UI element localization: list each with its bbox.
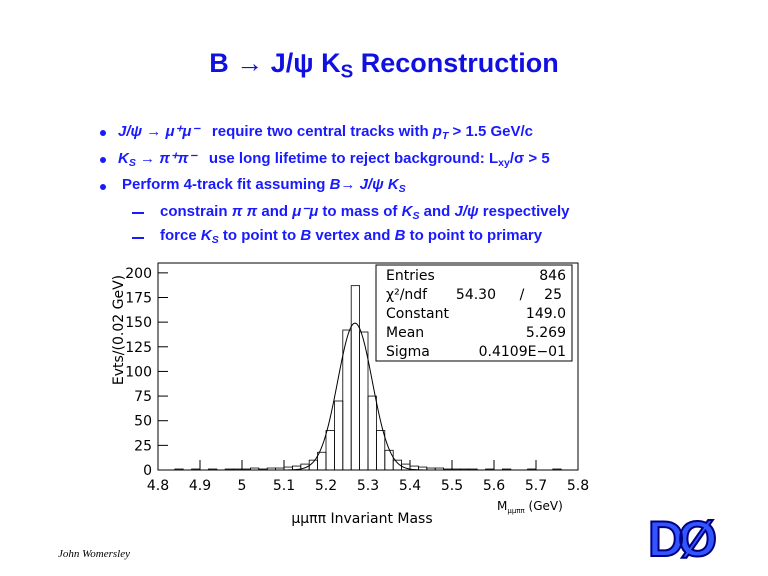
histogram-bar <box>350 285 361 471</box>
stats-value: 846 <box>539 268 566 284</box>
y-tick-label: 175 <box>125 291 152 307</box>
x-tick-label: 5.4 <box>399 478 421 494</box>
y-tick-label: 75 <box>134 389 152 405</box>
y-tick-label: 50 <box>134 414 152 430</box>
x-tick-label: 5.1 <box>273 478 295 494</box>
y-tick-label: 150 <box>125 315 152 331</box>
stats-separator: / <box>520 287 525 303</box>
histogram-bar <box>317 451 327 471</box>
y-tick-label: 0 <box>143 463 152 479</box>
histogram-bar <box>333 400 344 471</box>
histogram-bar <box>375 430 386 471</box>
stats-box <box>375 264 573 362</box>
bullet-dot <box>100 184 106 190</box>
logo: DØ <box>647 510 718 568</box>
stats-label: Mean <box>386 325 424 341</box>
y-tick-label: 125 <box>125 340 152 356</box>
chart-caption: μμππ Invariant Mass <box>291 511 432 527</box>
fit-curve <box>158 322 578 471</box>
stats-label: χ²/ndf <box>386 287 428 303</box>
stats-label: Sigma <box>386 344 430 360</box>
x-tick-label: 5.8 <box>567 478 589 494</box>
stats-label: Constant <box>386 306 449 322</box>
stats-value: 54.30 <box>456 287 496 303</box>
y-tick-label: 200 <box>125 266 152 282</box>
sub-bullet: force KS to point to B vertex and B to p… <box>160 227 543 247</box>
histogram-bar <box>367 395 377 471</box>
histogram-bar <box>384 449 394 471</box>
histogram-bar <box>325 430 335 471</box>
stats-value: 25 <box>544 287 562 303</box>
stats-label: Entries <box>386 268 435 284</box>
stats-value: 5.269 <box>526 325 566 341</box>
sub-bullet: constrain π π and μ⁻μ to mass of KS and … <box>160 203 570 223</box>
x-tick-label: 5.6 <box>483 478 505 494</box>
x-tick-label: 5.2 <box>315 478 337 494</box>
x-tick-label: 4.8 <box>147 478 169 494</box>
y-tick-label: 25 <box>134 438 152 454</box>
author: John Womersley <box>58 548 130 560</box>
bullet-dot <box>100 130 106 136</box>
x-tick-label: 5.5 <box>441 478 463 494</box>
y-axis-label: Evts/(0.02 GeV) <box>111 275 127 385</box>
bullet: Perform 4-track fit assuming B→ J/ψ KS <box>122 176 406 196</box>
sub-bullet-dash <box>132 237 144 239</box>
slide-title: B → J/ψ KS Reconstruction <box>209 48 559 83</box>
x-tick-label: 5.7 <box>525 478 547 494</box>
stats-value: 0.4109E−01 <box>479 344 566 360</box>
x-tick-label: 4.9 <box>189 478 211 494</box>
bullet-dot <box>100 157 106 163</box>
sub-bullet-dash <box>132 212 144 214</box>
bullet: KS → π⁺π⁻ use long lifetime to reject ba… <box>118 150 550 170</box>
x-tick-label: 5.3 <box>357 478 379 494</box>
bullet: J/ψ → μ⁺μ⁻ require two central tracks wi… <box>118 123 534 143</box>
y-tick-label: 100 <box>125 364 152 380</box>
stats-value: 149.0 <box>526 306 566 322</box>
x-axis-label: Mμμππ (GeV) <box>497 499 563 515</box>
x-tick-label: 5 <box>238 478 247 494</box>
